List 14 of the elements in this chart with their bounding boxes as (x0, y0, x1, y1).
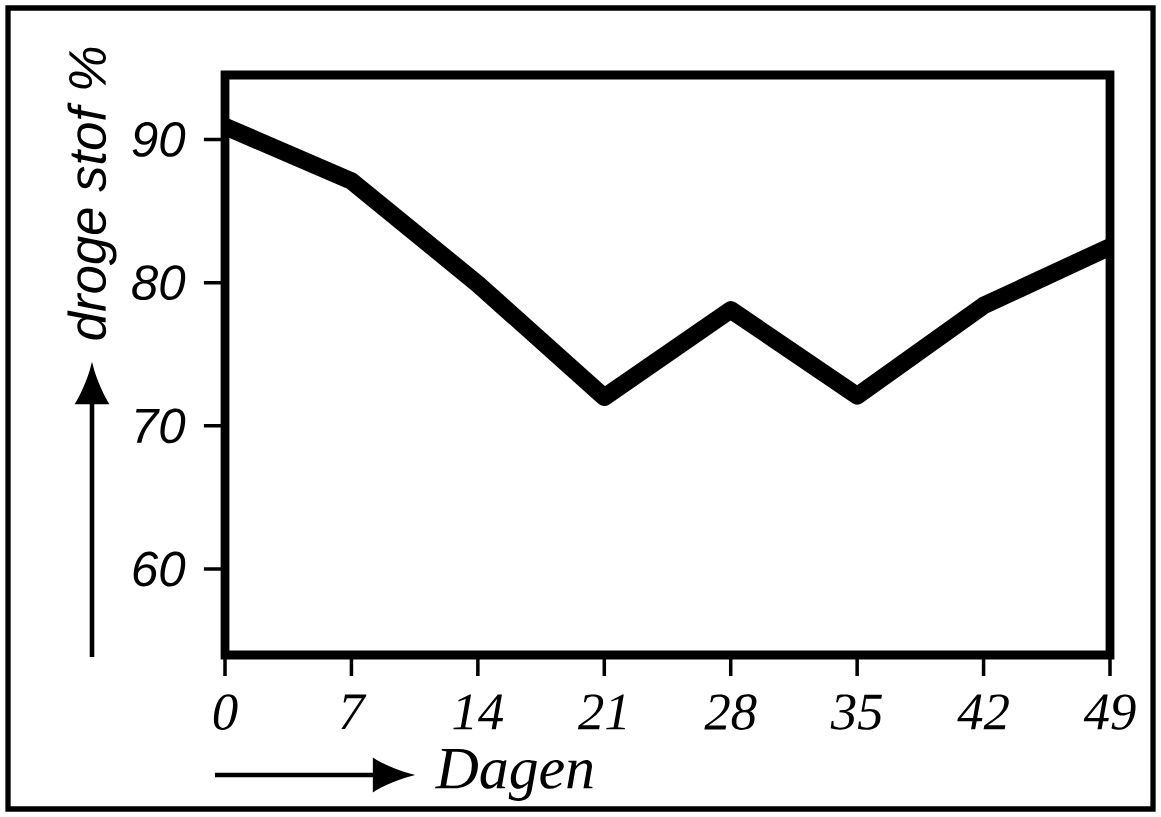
x-tick-label: 21 (577, 694, 625, 730)
x-tick-label: 14 (453, 694, 504, 730)
x-axis-title: Dagen (435, 749, 593, 801)
x-tick-label: 42 (957, 694, 1009, 730)
x-tick-label: 49 (1083, 694, 1136, 730)
y-tick-label: 70 (135, 408, 186, 444)
x-tick-label: 28 (704, 694, 757, 730)
y-axis-title: droge stof % (67, 47, 117, 340)
x-tick-label: 35 (830, 694, 882, 730)
x-tick-label: 7 (341, 694, 367, 729)
x-tick-label: 0 (213, 694, 238, 730)
y-tick-label: 80 (132, 265, 186, 301)
y-tick-label: 60 (133, 551, 186, 587)
y-tick-label: 90 (132, 121, 186, 157)
